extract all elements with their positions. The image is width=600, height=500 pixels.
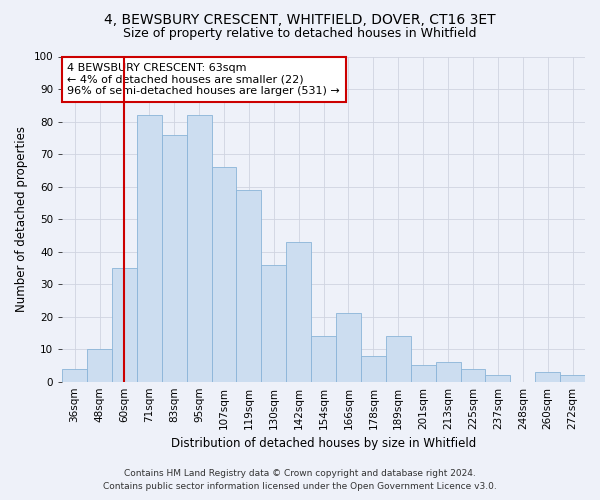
X-axis label: Distribution of detached houses by size in Whitfield: Distribution of detached houses by size … — [171, 437, 476, 450]
Bar — [212, 167, 236, 382]
Bar — [485, 375, 511, 382]
Bar — [361, 356, 386, 382]
Text: Contains HM Land Registry data © Crown copyright and database right 2024.
Contai: Contains HM Land Registry data © Crown c… — [103, 470, 497, 491]
Text: Size of property relative to detached houses in Whitfield: Size of property relative to detached ho… — [123, 28, 477, 40]
Bar — [236, 190, 262, 382]
Text: 4 BEWSBURY CRESCENT: 63sqm
← 4% of detached houses are smaller (22)
96% of semi-: 4 BEWSBURY CRESCENT: 63sqm ← 4% of detac… — [67, 63, 340, 96]
Bar — [436, 362, 461, 382]
Bar — [560, 375, 585, 382]
Bar — [62, 368, 87, 382]
Bar — [311, 336, 336, 382]
Bar — [286, 242, 311, 382]
Bar — [162, 134, 187, 382]
Bar — [411, 366, 436, 382]
Bar — [535, 372, 560, 382]
Bar — [187, 115, 212, 382]
Bar — [112, 268, 137, 382]
Bar — [87, 349, 112, 382]
Bar — [262, 264, 286, 382]
Bar — [461, 368, 485, 382]
Y-axis label: Number of detached properties: Number of detached properties — [15, 126, 28, 312]
Text: 4, BEWSBURY CRESCENT, WHITFIELD, DOVER, CT16 3ET: 4, BEWSBURY CRESCENT, WHITFIELD, DOVER, … — [104, 12, 496, 26]
Bar — [386, 336, 411, 382]
Bar — [137, 115, 162, 382]
Bar — [336, 314, 361, 382]
